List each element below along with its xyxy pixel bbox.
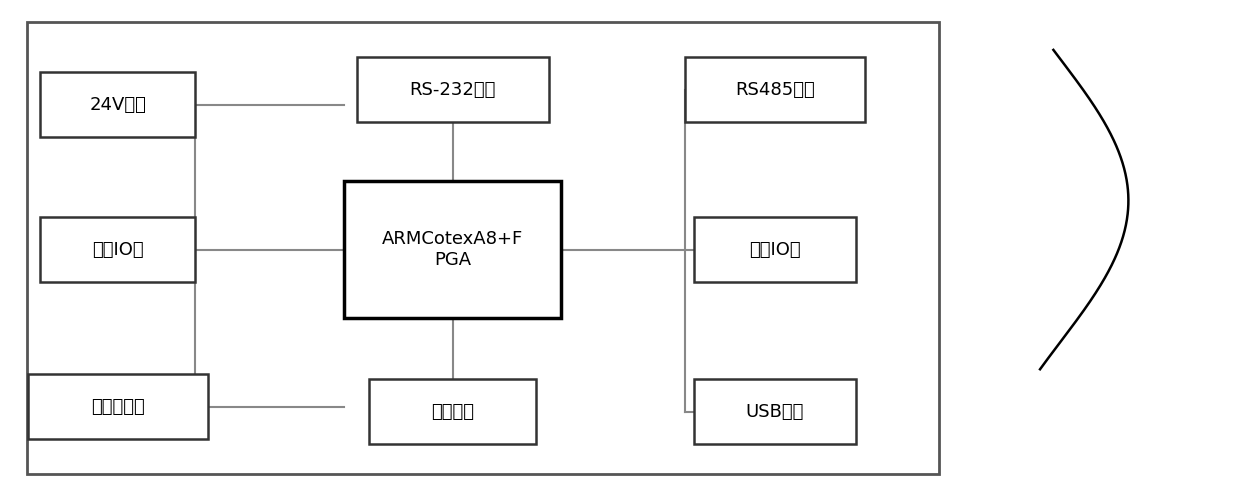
Text: 旋转轴接口: 旋转轴接口	[91, 398, 145, 416]
Bar	[40, 72, 196, 137]
Text: 伺服接口: 伺服接口	[432, 403, 474, 421]
Text: ARMCotexA8+F
PGA: ARMCotexA8+F PGA	[382, 230, 523, 269]
Text: 输出IO口: 输出IO口	[749, 241, 801, 258]
Text: 24V电源: 24V电源	[89, 96, 146, 114]
Text: RS-232串口: RS-232串口	[409, 81, 496, 99]
Text: 输入IO口: 输入IO口	[92, 241, 144, 258]
Text: USB接口: USB接口	[745, 403, 805, 421]
Bar	[694, 217, 856, 282]
Bar	[29, 374, 207, 439]
Bar	[694, 379, 856, 444]
Bar	[40, 217, 196, 282]
Bar	[343, 181, 560, 318]
Bar	[370, 379, 536, 444]
Bar	[27, 22, 939, 474]
Text: RS485串口: RS485串口	[735, 81, 815, 99]
Bar	[684, 57, 866, 122]
Bar	[357, 57, 549, 122]
